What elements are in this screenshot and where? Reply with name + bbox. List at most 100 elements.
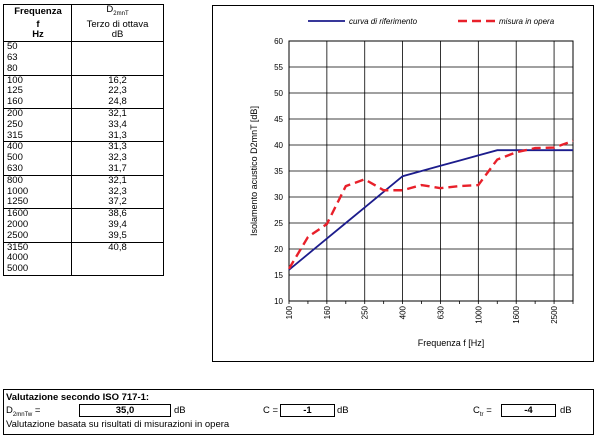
value-cell: 39,4 — [71, 219, 164, 231]
freq-cell: 630 — [3, 163, 72, 176]
ctr-label: Ctr = — [473, 405, 492, 418]
value-cell — [71, 63, 164, 76]
value-cell: 22,3 — [71, 86, 164, 98]
y-tick-label: 55 — [274, 63, 283, 72]
dnt-label-main: D — [6, 405, 13, 416]
dnt-eq: = — [34, 405, 41, 416]
x-tick-label: 1600 — [512, 305, 521, 323]
y-tick-label: 35 — [274, 167, 283, 176]
frequency-table: Frequenza D2mnT f Terzo di ottava Hz dB … — [3, 3, 164, 277]
x-tick-label: 100 — [285, 305, 294, 319]
x-tick-label: 160 — [323, 305, 332, 319]
value-cell: 32,1 — [71, 174, 164, 187]
value-cell: 32,3 — [71, 186, 164, 198]
dnt-value-box: 35,0 — [79, 404, 171, 417]
legend-label: misura in opera — [499, 17, 555, 26]
value-cell: 31,3 — [71, 130, 164, 142]
table-row: 400 31,3 — [3, 141, 164, 154]
value-cell: 37,2 — [71, 196, 164, 209]
c-label: C = — [263, 405, 279, 416]
y-tick-label: 45 — [274, 115, 283, 124]
valutazione-note: Valutazione basata su risultati di misur… — [6, 419, 230, 430]
ctr-value-box: -4 — [501, 404, 556, 417]
ctr-label-main: C — [473, 405, 480, 416]
value-cell — [71, 53, 164, 64]
table-row: 500 32,3 — [3, 152, 164, 165]
x-tick-label: 400 — [399, 305, 408, 319]
table-row: 4000 — [3, 253, 164, 265]
y-tick-label: 30 — [274, 193, 283, 202]
value-cell: 33,4 — [71, 119, 164, 131]
header-terzo-ottava: Terzo di ottava — [71, 19, 164, 31]
ctr-label-sub: tr — [479, 411, 484, 418]
table-row: 315 31,3 — [3, 130, 164, 142]
value-cell — [71, 253, 164, 265]
c-unit: dB — [337, 405, 349, 416]
legend-label: curva di riferimento — [349, 17, 418, 26]
line-chart: 10 15 20 25 30 35 40 45 50 55 60 100 160 250 400 630 100… — [249, 17, 574, 348]
table-row: 1250 37,2 — [3, 196, 164, 209]
table-row: 5000 — [3, 263, 164, 277]
value-cell: 32,1 — [71, 108, 164, 120]
y-tick-label: 20 — [274, 245, 283, 254]
table-row: 1000 32,3 — [3, 186, 164, 198]
freq-cell: 1250 — [3, 196, 72, 209]
table-row: 3150 40,8 — [3, 241, 164, 254]
x-axis-label: Frequenza f [Hz] — [418, 338, 485, 348]
table-row: 80 — [3, 63, 164, 76]
table-row: 50 — [3, 41, 164, 54]
table-row: 200 32,1 — [3, 108, 164, 120]
header-d: D — [106, 4, 114, 15]
x-tick-label: 630 — [436, 305, 445, 319]
value-cell: 16,2 — [71, 74, 164, 87]
value-cell: 39,5 — [71, 230, 164, 243]
plot-area — [288, 40, 574, 302]
table-row: 160 24,8 — [3, 96, 164, 109]
x-tick-label: 2500 — [550, 305, 559, 323]
c-value-box: -1 — [280, 404, 335, 417]
series-line-misura — [287, 139, 574, 270]
value-cell: 38,6 — [71, 208, 164, 221]
freq-cell: 315 — [3, 130, 72, 142]
y-tick-label: 15 — [274, 271, 283, 280]
freq-cell: 160 — [3, 96, 72, 109]
table-row: 100 16,2 — [3, 74, 164, 87]
value-cell: 32,3 — [71, 152, 164, 165]
table-row: 2500 39,5 — [3, 230, 164, 243]
dnt-unit: dB — [174, 405, 186, 416]
valutazione-panel: Valutazione secondo ISO 717-1: D2mnTw = … — [3, 389, 594, 435]
dnt-label-sub: 2mnTw — [12, 411, 33, 418]
value-cell: 31,7 — [71, 163, 164, 176]
header-db: dB — [71, 29, 164, 42]
freq-cell: 80 — [3, 63, 72, 76]
x-tick-label: 1000 — [474, 305, 483, 323]
header-frequenza: Frequenza — [3, 3, 72, 20]
y-tick-label: 60 — [274, 37, 283, 46]
table-row: 800 32,1 — [3, 174, 164, 187]
table-row: 630 31,7 — [3, 163, 164, 176]
value-cell: 40,8 — [71, 241, 164, 254]
y-tick-label: 25 — [274, 219, 283, 228]
y-axis-label: Isolamento acustico D2mnT [dB] — [249, 106, 259, 236]
ctr-eq: = — [486, 405, 492, 416]
value-cell: 24,8 — [71, 96, 164, 109]
table-row: 1600 38,6 — [3, 208, 164, 221]
header-d2mnt: D2mnT — [71, 3, 164, 20]
freq-cell: 5000 — [3, 263, 72, 277]
table-row: 250 33,4 — [3, 119, 164, 131]
x-tick-label: 250 — [361, 305, 370, 319]
value-cell — [71, 264, 164, 277]
header-d-sub: 2mnT — [113, 10, 129, 17]
y-tick-label: 10 — [274, 297, 283, 306]
table-row: 2000 39,4 — [3, 219, 164, 231]
dnt-label: D2mnTw = — [6, 405, 40, 418]
chart-panel: 10 15 20 25 30 35 40 45 50 55 60 100 160 250 400 630 100… — [212, 5, 594, 362]
freq-cell: 2500 — [3, 230, 72, 243]
series-line-riferimento — [288, 149, 573, 271]
y-tick-label: 50 — [274, 89, 283, 98]
ctr-unit: dB — [560, 405, 572, 416]
value-cell — [71, 41, 164, 54]
table-row: 125 22,3 — [3, 86, 164, 98]
table-row: 63 — [3, 52, 164, 64]
y-tick-label: 40 — [274, 141, 283, 150]
